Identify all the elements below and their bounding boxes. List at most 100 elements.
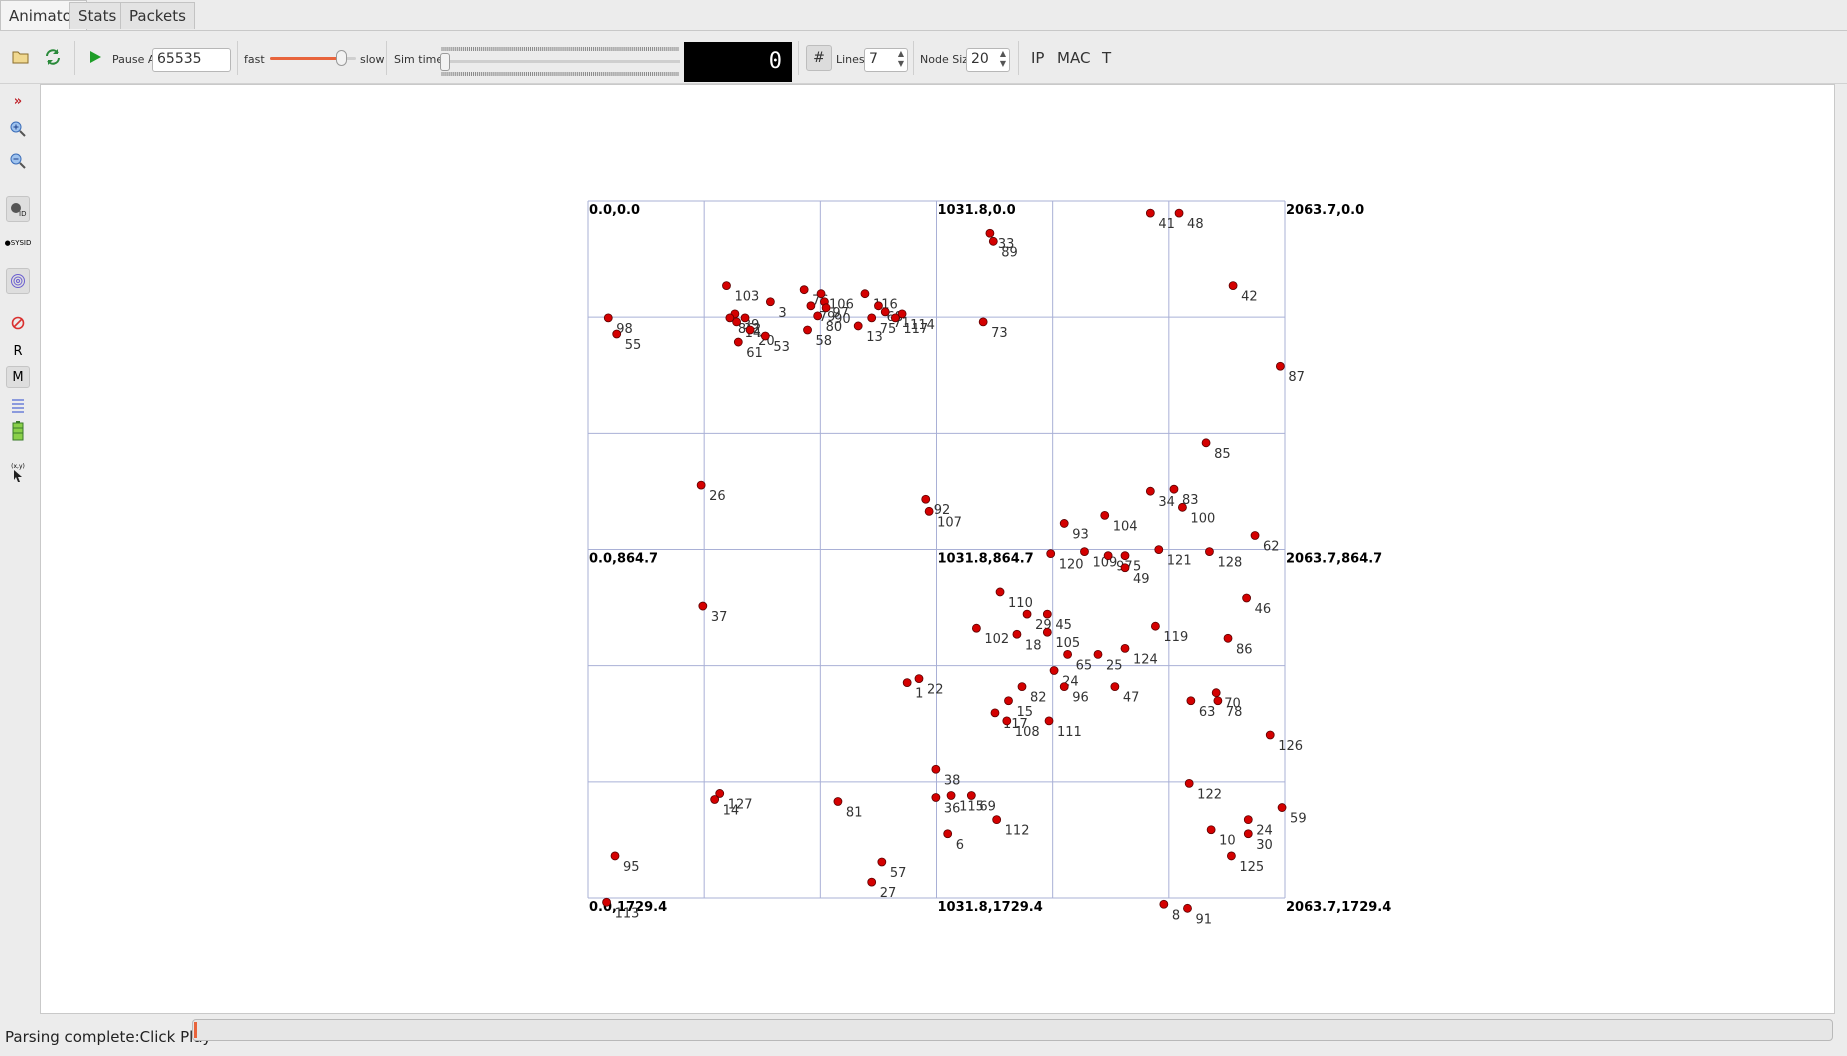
node-37[interactable]	[698, 601, 708, 611]
node-110[interactable]	[995, 587, 1005, 597]
node-87[interactable]	[1275, 361, 1285, 371]
node-8[interactable]	[1159, 899, 1169, 909]
node-98[interactable]	[603, 313, 613, 323]
node-92[interactable]	[921, 494, 931, 504]
node-78[interactable]	[1213, 696, 1223, 706]
speed-slider-track[interactable]	[270, 50, 356, 66]
node-71[interactable]	[880, 307, 890, 317]
node-62[interactable]	[1250, 531, 1260, 540]
node-42[interactable]	[1228, 281, 1238, 291]
t-button[interactable]: T	[1102, 49, 1112, 67]
node-115[interactable]	[946, 791, 956, 800]
zoom-out-icon[interactable]	[6, 150, 30, 172]
node-95[interactable]	[610, 851, 620, 861]
node-size-spinbox[interactable]: 20 ▲ ▼	[966, 48, 1010, 72]
grid-toggle-button[interactable]: #	[806, 45, 832, 71]
open-file-icon[interactable]	[10, 46, 32, 68]
node-125[interactable]	[1227, 851, 1236, 861]
node-103[interactable]	[722, 281, 731, 291]
speed-slider-thumb[interactable]	[335, 50, 347, 66]
fingerprint-icon[interactable]	[6, 268, 30, 294]
block-icon[interactable]	[6, 312, 30, 334]
spin-arrows-icon[interactable]: ▲ ▼	[897, 49, 904, 68]
node-93[interactable]	[1059, 519, 1069, 528]
pause-at-input[interactable]: 65535	[152, 48, 231, 72]
node-111[interactable]	[1044, 716, 1054, 726]
node-96[interactable]	[1059, 682, 1069, 692]
lines-spinbox[interactable]: 7 ▲ ▼	[864, 48, 908, 72]
node-34[interactable]	[1145, 486, 1155, 496]
node-1[interactable]	[902, 678, 912, 688]
node-48[interactable]	[1174, 208, 1184, 218]
node-117[interactable]	[890, 313, 900, 323]
node-85[interactable]	[1201, 438, 1211, 448]
node-80[interactable]	[813, 311, 823, 321]
node-70[interactable]	[1211, 688, 1221, 698]
zoom-in-icon[interactable]	[6, 118, 30, 140]
tab-packets[interactable]: Packets	[120, 2, 195, 29]
sysid-icon[interactable]: ●SYSID	[4, 239, 32, 247]
node-14[interactable]	[732, 317, 742, 327]
node-68[interactable]	[874, 301, 883, 311]
node-79[interactable]	[806, 301, 816, 311]
node-112[interactable]	[992, 815, 1002, 825]
node-83[interactable]	[1169, 484, 1179, 494]
node-89[interactable]	[988, 236, 998, 246]
node-59[interactable]	[1277, 803, 1287, 812]
node-73[interactable]	[978, 317, 988, 327]
node-122[interactable]	[1184, 778, 1194, 788]
node-45[interactable]	[1042, 609, 1052, 619]
node-86[interactable]	[725, 313, 735, 323]
node-117b[interactable]	[990, 708, 1000, 718]
lines-icon[interactable]	[6, 394, 30, 416]
node-119[interactable]	[1151, 621, 1160, 631]
node-104[interactable]	[1100, 510, 1110, 520]
node-126[interactable]	[1265, 730, 1275, 740]
m-toggle[interactable]: M	[6, 366, 30, 388]
node-5[interactable]	[1120, 551, 1130, 561]
node-25[interactable]	[1093, 650, 1103, 659]
node-65[interactable]	[1063, 650, 1072, 659]
node-15[interactable]	[1004, 696, 1013, 706]
node-109[interactable]	[1080, 547, 1089, 557]
node-86b[interactable]	[1223, 633, 1233, 643]
animation-canvas[interactable]: 0.0,0.0 1031.8,0.0 2063.7,0.0 0.0,864.7 1031…	[40, 84, 1835, 1014]
node-24[interactable]	[1049, 666, 1059, 675]
node-58[interactable]	[803, 325, 812, 335]
node-18[interactable]	[1012, 629, 1022, 639]
node-38[interactable]	[931, 764, 941, 774]
node-53[interactable]	[760, 331, 770, 341]
node-20[interactable]	[745, 325, 755, 335]
node-55[interactable]	[612, 329, 622, 339]
node-3[interactable]	[765, 297, 775, 307]
node-100[interactable]	[1178, 502, 1187, 512]
r-toggle[interactable]: R	[13, 343, 23, 359]
node-id-icon[interactable]: ID	[6, 196, 30, 222]
node-6[interactable]	[943, 829, 953, 839]
sim-time-slider[interactable]	[440, 45, 680, 77]
node-22[interactable]	[914, 674, 924, 683]
node-46[interactable]	[1242, 593, 1251, 603]
node-121[interactable]	[1154, 545, 1164, 555]
node-81[interactable]	[833, 797, 843, 806]
spin-arrows-icon[interactable]: ▲ ▼	[999, 49, 1006, 68]
node-97b[interactable]	[1103, 551, 1113, 561]
battery-icon[interactable]	[6, 420, 30, 442]
node-128[interactable]	[1205, 547, 1214, 557]
node-10[interactable]	[1206, 825, 1216, 835]
node-2[interactable]	[740, 313, 750, 323]
reload-icon[interactable]	[42, 46, 64, 68]
node-69[interactable]	[966, 791, 976, 800]
node-49[interactable]	[1120, 563, 1130, 573]
node-105[interactable]	[1042, 627, 1052, 637]
topology-view[interactable]: 0.0,0.0 1031.8,0.0 2063.7,0.00.0,864.7 1031…	[41, 85, 1834, 1013]
node-113[interactable]	[602, 897, 611, 907]
node-24b[interactable]	[1243, 815, 1253, 825]
node-108[interactable]	[1002, 716, 1012, 726]
node-106[interactable]	[816, 289, 826, 299]
node-14b[interactable]	[710, 795, 720, 804]
node-27[interactable]	[867, 877, 877, 887]
sim-time-thumb[interactable]	[440, 53, 450, 71]
node-47[interactable]	[1110, 682, 1120, 692]
node-116[interactable]	[860, 289, 870, 299]
